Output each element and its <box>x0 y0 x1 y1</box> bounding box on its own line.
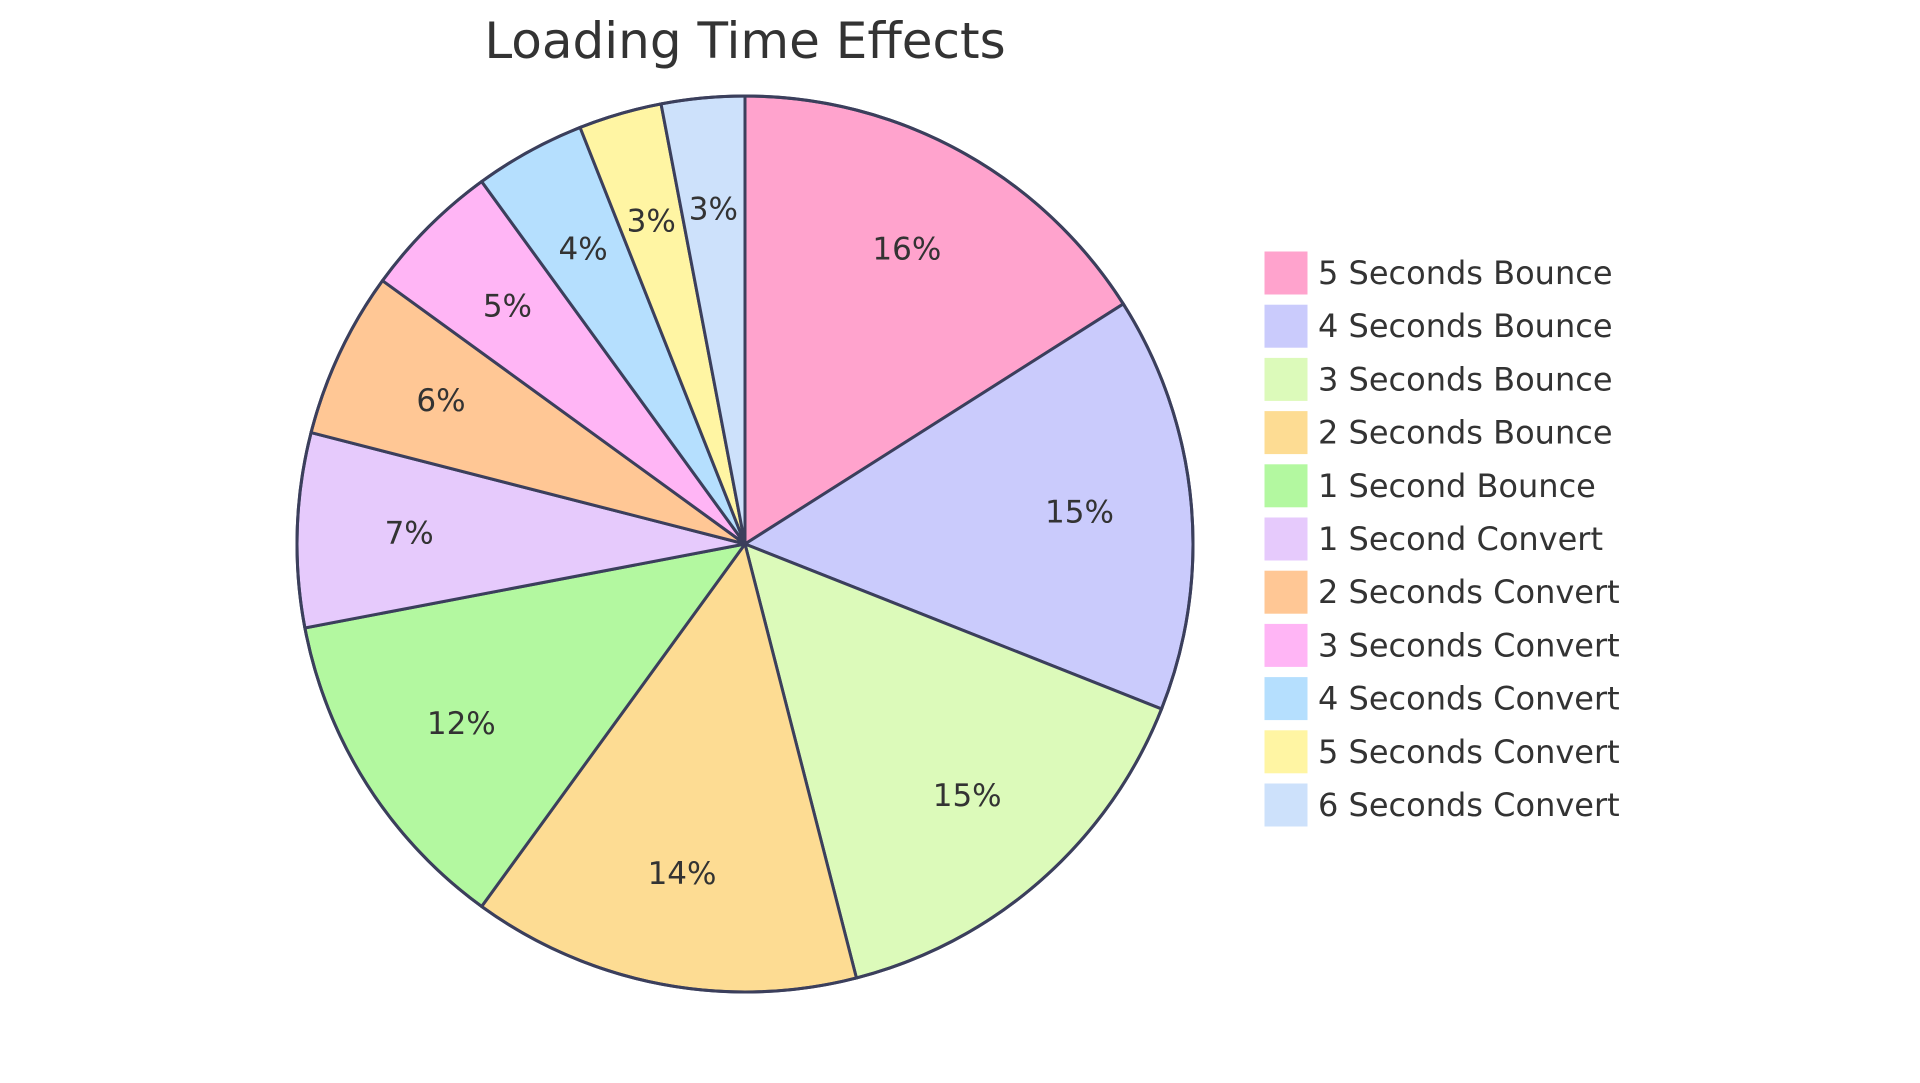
legend-item: 5 Seconds Convert <box>1263 729 1620 775</box>
slice-percent-label: 6% <box>416 383 465 419</box>
legend-item: 6 Seconds Convert <box>1263 782 1620 828</box>
slice-percent-label: 16% <box>872 232 941 268</box>
legend-swatch <box>1263 463 1309 509</box>
slice-percent-label: 15% <box>1045 494 1114 530</box>
slice-percent-label: 3% <box>689 191 738 227</box>
legend-swatch <box>1263 516 1309 562</box>
legend-swatch <box>1263 410 1309 456</box>
pie-slices <box>295 94 1195 994</box>
slice-percent-label: 4% <box>559 232 608 268</box>
legend-label: 3 Seconds Bounce <box>1318 360 1613 398</box>
legend-label: 1 Second Convert <box>1318 520 1603 558</box>
slice-percent-label: 3% <box>627 203 676 239</box>
legend-item: 2 Seconds Convert <box>1263 569 1620 615</box>
slice-percent-label: 14% <box>648 856 717 892</box>
legend-swatch <box>1263 356 1309 402</box>
slice-percent-label: 12% <box>427 706 496 742</box>
legend-label: 6 Seconds Convert <box>1318 786 1620 824</box>
legend-item: 1 Second Convert <box>1263 516 1603 562</box>
legend-swatch <box>1263 729 1309 775</box>
legend-swatch <box>1263 569 1309 615</box>
legend-item: 4 Seconds Bounce <box>1263 303 1613 349</box>
chart-title: Loading Time Effects <box>484 12 1005 70</box>
slice-percent-label: 5% <box>483 288 532 324</box>
legend-swatch <box>1263 782 1309 828</box>
legend-item: 3 Seconds Convert <box>1263 622 1620 668</box>
pie-outline <box>295 94 1195 994</box>
slice-percent-label: 7% <box>385 515 434 551</box>
pie-slice-labels: 16% 15% 15% 14% 12% 7% 6% 5% 4% 3% 3% <box>385 191 1114 892</box>
legend-swatch <box>1263 303 1309 349</box>
legend-label: 4 Seconds Convert <box>1318 680 1620 718</box>
legend-label: 2 Seconds Bounce <box>1318 414 1613 452</box>
legend-label: 4 Seconds Bounce <box>1318 307 1613 345</box>
legend-item: 2 Seconds Bounce <box>1263 410 1613 456</box>
legend-item: 1 Second Bounce <box>1263 463 1596 509</box>
legend-label: 1 Second Bounce <box>1318 467 1596 505</box>
legend-label: 5 Seconds Convert <box>1318 733 1620 771</box>
legend-item: 4 Seconds Convert <box>1263 676 1620 722</box>
slice-percent-label: 15% <box>933 778 1002 814</box>
legend-swatch <box>1263 622 1309 668</box>
legend-swatch <box>1263 250 1309 296</box>
legend-swatch <box>1263 676 1309 722</box>
legend: 5 Seconds Bounce 4 Seconds Bounce 3 Second… <box>1263 250 1620 828</box>
legend-label: 3 Seconds Convert <box>1318 626 1620 664</box>
legend-label: 5 Seconds Bounce <box>1318 254 1613 292</box>
legend-item: 3 Seconds Bounce <box>1263 356 1613 402</box>
legend-item: 5 Seconds Bounce <box>1263 250 1613 296</box>
legend-label: 2 Seconds Convert <box>1318 573 1620 611</box>
